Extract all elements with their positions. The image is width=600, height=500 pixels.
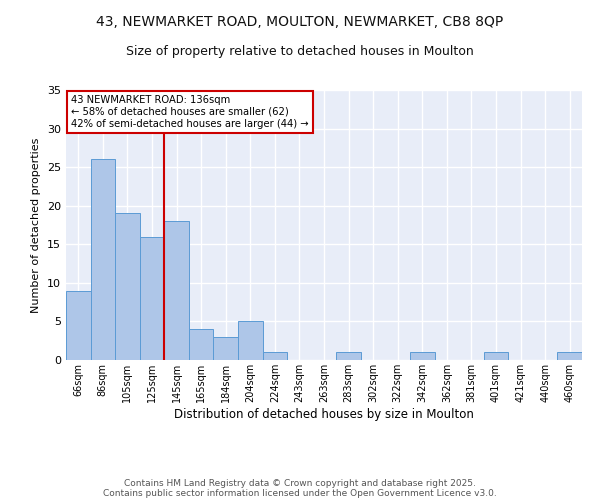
Y-axis label: Number of detached properties: Number of detached properties	[31, 138, 41, 312]
Bar	[189, 329, 214, 360]
Text: 43 NEWMARKET ROAD: 136sqm
← 58% of detached houses are smaller (62)
42% of semi-: 43 NEWMARKET ROAD: 136sqm ← 58% of detac…	[71, 96, 309, 128]
Bar	[164, 221, 189, 360]
Text: Contains HM Land Registry data © Crown copyright and database right 2025.: Contains HM Land Registry data © Crown c…	[124, 478, 476, 488]
Bar	[336, 352, 361, 360]
Bar	[140, 236, 164, 360]
Text: 43, NEWMARKET ROAD, MOULTON, NEWMARKET, CB8 8QP: 43, NEWMARKET ROAD, MOULTON, NEWMARKET, …	[97, 15, 503, 29]
Bar	[238, 322, 263, 360]
Bar	[214, 337, 238, 360]
Bar	[91, 160, 115, 360]
Bar	[484, 352, 508, 360]
Text: Size of property relative to detached houses in Moulton: Size of property relative to detached ho…	[126, 45, 474, 58]
Bar	[557, 352, 582, 360]
X-axis label: Distribution of detached houses by size in Moulton: Distribution of detached houses by size …	[174, 408, 474, 420]
Bar	[410, 352, 434, 360]
Bar	[115, 214, 140, 360]
Bar	[263, 352, 287, 360]
Bar	[66, 290, 91, 360]
Text: Contains public sector information licensed under the Open Government Licence v3: Contains public sector information licen…	[103, 488, 497, 498]
